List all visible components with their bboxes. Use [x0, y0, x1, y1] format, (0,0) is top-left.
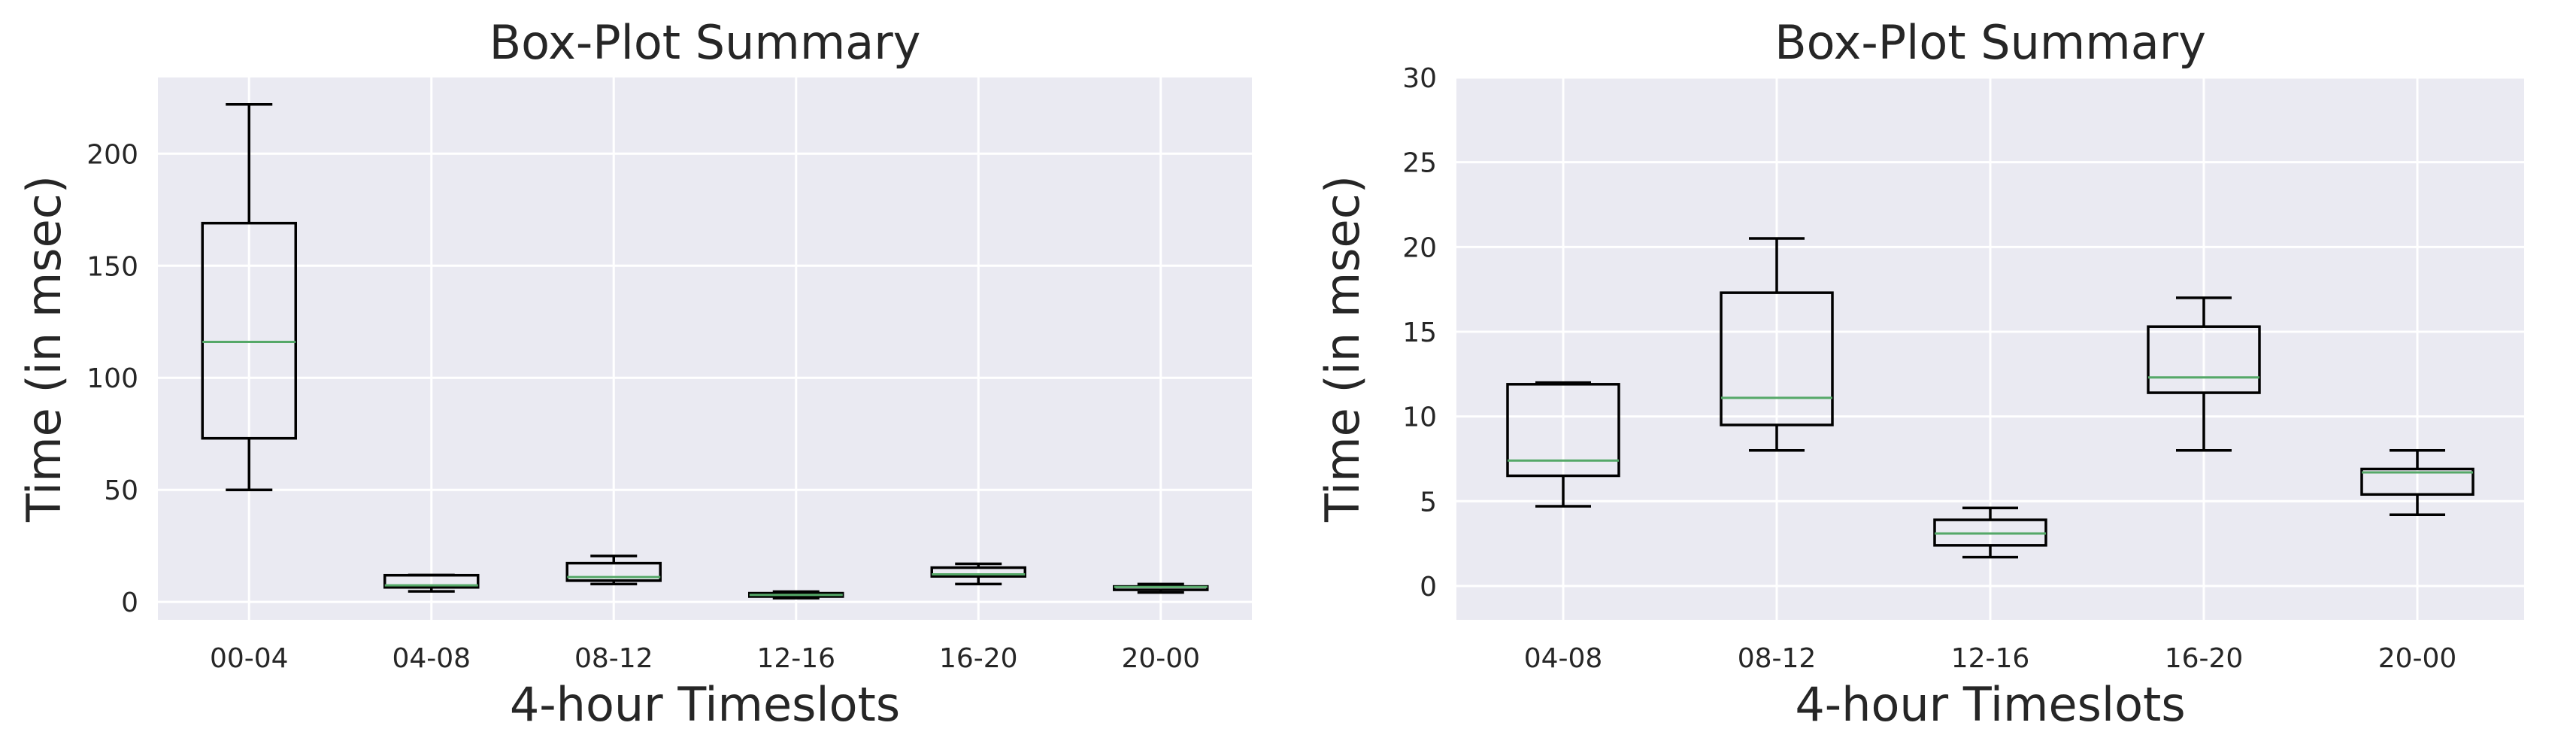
ticks-right: 0 5 10 15 20 25 30 04-08 08-12 12-16 16-20 20-00 [1402, 63, 2456, 674]
y-tick-label: 150 [86, 251, 138, 282]
y-tick-label: 25 [1402, 148, 1437, 179]
x-tick-label: 04-08 [392, 643, 471, 674]
y-tick-label: 20 [1402, 232, 1437, 263]
ticks-left: 0 50 100 150 200 00-04 04-08 08-12 12-16 16-20 20-… [86, 139, 1200, 674]
box-16-20 [2147, 296, 2261, 452]
box-iqr [1720, 291, 1834, 427]
box-12-16 [1933, 506, 2047, 559]
box-00-04 [201, 103, 297, 491]
y-tick-label: 15 [1402, 317, 1437, 348]
x-tick-label: 08-12 [1738, 643, 1817, 674]
box-12-16 [748, 590, 844, 600]
box-04-08 [383, 573, 480, 593]
y-axis-label-left: Time (in msec) [17, 175, 71, 523]
y-tick-label: 50 [104, 475, 138, 506]
chart-right: 0 5 10 15 20 25 30 04-08 08-12 12-16 16-20 20-00 Bo… [1315, 15, 2524, 732]
box-iqr [201, 221, 297, 440]
grid-right [1456, 76, 2524, 620]
x-tick-label: 20-00 [1121, 643, 1200, 674]
box-08-12 [565, 554, 662, 586]
y-axis-label-right: Time (in msec) [1315, 175, 1370, 523]
x-axis-label-left: 4-hour Timeslots [510, 677, 900, 732]
x-tick-label: 12-16 [756, 643, 835, 674]
x-tick-label: 08-12 [574, 643, 653, 674]
x-tick-label: 16-20 [939, 643, 1018, 674]
x-axis-label-right: 4-hour Timeslots [1795, 677, 2185, 732]
x-tick-label: 16-20 [2165, 643, 2244, 674]
x-tick-label: 04-08 [1524, 643, 1603, 674]
box-iqr [930, 566, 1026, 578]
box-iqr [1506, 383, 1620, 478]
x-tick-label: 00-04 [210, 643, 289, 674]
box-20-00 [1113, 582, 1209, 594]
y-tick-label: 0 [1420, 572, 1437, 603]
boxes-right [1506, 237, 2474, 559]
box-20-00 [2360, 448, 2474, 517]
box-08-12 [1720, 237, 1834, 452]
box-iqr [565, 561, 662, 582]
chart-title-left: Box-Plot Summary [489, 15, 921, 70]
box-iqr [2360, 467, 2474, 496]
x-tick-label: 20-00 [2378, 643, 2457, 674]
y-tick-label: 5 [1420, 487, 1437, 518]
box-04-08 [1506, 381, 1620, 508]
chart-title-right: Box-Plot Summary [1774, 15, 2206, 70]
boxes-left [201, 103, 1209, 600]
y-tick-label: 10 [1402, 402, 1437, 433]
box-iqr [2147, 325, 2261, 394]
plot-area-left [158, 77, 1252, 620]
y-tick-label: 100 [86, 363, 138, 394]
chart-left: 0 50 100 150 200 00-04 04-08 08-12 12-16 16-20 20-… [17, 15, 1252, 732]
y-tick-label: 200 [86, 139, 138, 170]
y-tick-label: 0 [121, 588, 138, 618]
box-16-20 [930, 562, 1026, 586]
y-tick-label: 30 [1402, 63, 1437, 94]
box-iqr [383, 573, 480, 589]
x-tick-label: 12-16 [1951, 643, 2030, 674]
